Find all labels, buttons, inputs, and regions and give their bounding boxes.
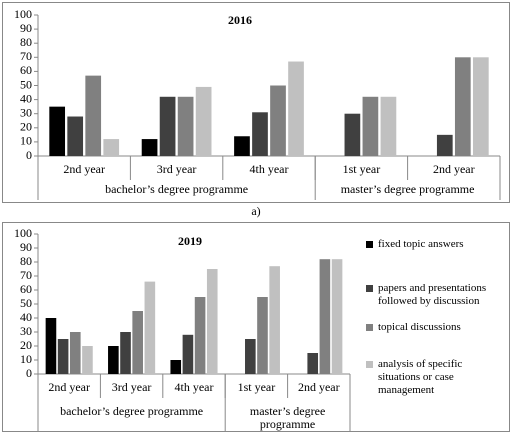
y-tick-label: 70 [20, 49, 32, 63]
y-tick-label: 90 [20, 21, 32, 35]
x-tick-label: 2nd year [433, 162, 475, 176]
y-tick-label: 50 [20, 77, 32, 91]
group-label: master’s degree programme [249, 405, 326, 431]
bar [362, 96, 379, 156]
legend-swatch [366, 361, 373, 368]
y-tick-label: 40 [20, 310, 32, 324]
y-tick-label: 30 [20, 324, 32, 338]
bar [67, 116, 84, 156]
bar [57, 339, 69, 374]
bar [252, 112, 268, 156]
y-tick-label: 20 [20, 120, 32, 134]
bar [170, 360, 182, 374]
bar [132, 311, 143, 374]
bar [436, 134, 453, 156]
chart-frame [2, 222, 510, 432]
y-tick-label: 100 [14, 7, 32, 21]
y-tick-label: 10 [20, 134, 32, 148]
bar [307, 353, 319, 374]
bar [159, 96, 176, 156]
x-tick-label: 4th year [175, 380, 214, 394]
bar [103, 139, 120, 156]
y-tick-label: 60 [20, 63, 32, 77]
legend-swatch [366, 285, 373, 292]
bar [141, 139, 158, 156]
bar [182, 334, 194, 374]
bar [82, 346, 93, 374]
bar [380, 96, 397, 156]
bar [85, 75, 102, 156]
bar [45, 318, 57, 374]
legend-label: fixed topic answers [378, 238, 464, 250]
x-tick-label: 3rd year [157, 162, 197, 176]
group-label: bachelor’s degree programme [60, 405, 204, 418]
group-label: bachelor’s degree programme [105, 183, 249, 196]
x-tick-label: 2nd year [48, 380, 90, 394]
bar [194, 297, 206, 374]
x-tick-label: 3rd year [112, 380, 152, 394]
bar [144, 281, 156, 374]
y-tick-label: 90 [20, 240, 32, 254]
legend-label: papers and presentations followed by dis… [378, 282, 487, 307]
bar [206, 269, 218, 374]
caption: a) [251, 204, 260, 218]
y-tick-label: 60 [20, 282, 32, 296]
chart-title: 2016 [228, 13, 252, 27]
y-tick-label: 70 [20, 268, 32, 282]
legend-swatch [366, 241, 373, 248]
x-tick-label: 2nd year [63, 162, 105, 176]
bar [120, 332, 131, 374]
bar [257, 297, 268, 374]
bar [108, 346, 119, 374]
legend-swatch [366, 324, 373, 331]
legend-label: topical discussions [378, 321, 461, 333]
legend-label: analysis of specific situations or case … [378, 358, 463, 396]
group-label: master’s degree programme [340, 183, 475, 196]
bar [177, 96, 194, 156]
y-tick-label: 80 [20, 254, 32, 268]
y-tick-label: 40 [20, 91, 32, 105]
y-tick-label: 50 [20, 296, 32, 310]
y-tick-label: 0 [26, 366, 32, 380]
bar [270, 85, 286, 156]
y-tick-label: 10 [20, 352, 32, 366]
bar [269, 266, 280, 374]
bar [472, 57, 489, 156]
bar [234, 136, 250, 156]
bar [69, 332, 81, 374]
bar [319, 259, 331, 374]
x-tick-label: 1st year [238, 380, 276, 394]
y-tick-label: 30 [20, 105, 32, 119]
x-tick-label: 2nd year [298, 380, 340, 394]
bar [49, 106, 66, 156]
bar [195, 86, 212, 156]
chart-title: 2019 [178, 234, 202, 248]
chart-frame [2, 2, 510, 203]
y-tick-label: 80 [20, 35, 32, 49]
x-tick-label: 4th year [250, 162, 289, 176]
y-tick-label: 100 [14, 226, 32, 240]
y-tick-label: 0 [26, 148, 32, 162]
bar [245, 339, 256, 374]
bar [331, 259, 343, 374]
y-tick-label: 20 [20, 338, 32, 352]
bar [288, 61, 304, 156]
x-tick-label: 1st year [343, 162, 381, 176]
bar [454, 57, 471, 156]
bar [344, 113, 361, 156]
